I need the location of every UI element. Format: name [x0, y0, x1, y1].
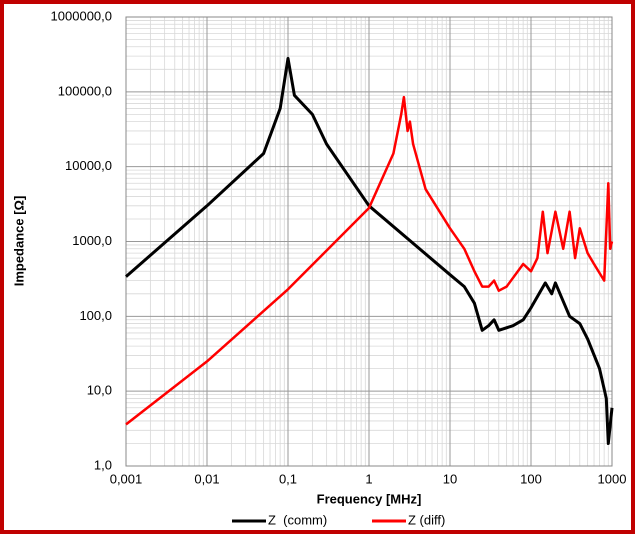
- y-tick-label: 10,0: [87, 383, 112, 398]
- y-tick-label: 1000000,0: [51, 8, 112, 23]
- x-tick-label: 0,001: [110, 471, 143, 486]
- x-tick-label: 1000: [598, 471, 627, 486]
- x-tick-label: 10: [443, 471, 457, 486]
- y-tick-label: 100,0: [79, 308, 112, 323]
- series-line: [125, 56, 614, 445]
- x-tick-label: 0,01: [194, 471, 219, 486]
- legend-label: Z (comm): [268, 512, 327, 527]
- x-tick-label: 1: [365, 471, 372, 486]
- legend-label: Z (diff): [408, 512, 445, 527]
- y-tick-label: 1000,0: [72, 233, 112, 248]
- y-tick-label: 100000,0: [58, 83, 112, 98]
- x-tick-label: 0,1: [279, 471, 297, 486]
- y-tick-label: 10000,0: [65, 158, 112, 173]
- series-line: [125, 95, 614, 426]
- y-axis-label: Impedance [Ω]: [11, 196, 26, 287]
- x-axis-label: Frequency [MHz]: [317, 491, 422, 506]
- y-tick-label: 1,0: [94, 457, 112, 472]
- x-tick-label: 100: [520, 471, 542, 486]
